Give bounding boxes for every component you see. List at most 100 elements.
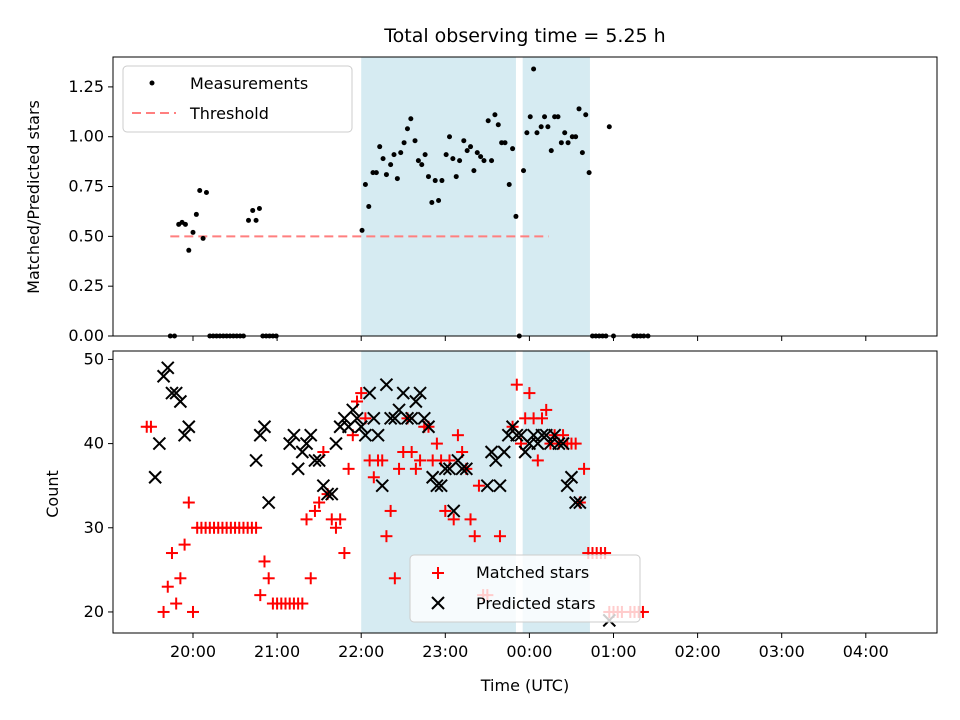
count-legend-box — [409, 554, 641, 623]
measurement-point — [419, 162, 425, 168]
predicted-star-point — [379, 377, 394, 392]
predicted-star-point — [304, 428, 318, 442]
x-tick-label: 03:00 — [759, 642, 805, 661]
count-y-axis-label: Count — [43, 470, 62, 518]
matched-star-point — [464, 513, 477, 526]
predicted-star-point — [329, 436, 343, 451]
measurement-point — [432, 178, 438, 184]
matched-star-point — [380, 530, 393, 543]
measurement-point — [576, 106, 582, 112]
x-tick-label: 04:00 — [843, 642, 889, 661]
observing-band — [361, 57, 516, 336]
matched-star-point — [296, 597, 309, 610]
matched-star-point — [510, 378, 523, 391]
x-tick-label: 21:00 — [254, 642, 300, 661]
measurement-point — [506, 182, 512, 188]
predicted-star-point — [556, 436, 570, 451]
matched-star-point — [170, 597, 183, 610]
measurement-point — [548, 148, 554, 154]
predicted-star-point — [455, 462, 469, 476]
measurement-point — [190, 229, 196, 235]
predicted-star-point — [493, 478, 507, 493]
measurement-point — [362, 182, 368, 188]
measurement-point — [457, 158, 463, 164]
predicted-star-point — [375, 478, 389, 493]
predicted-star-point — [350, 411, 364, 426]
matched-star-point — [376, 454, 389, 467]
measurement-point — [573, 134, 579, 140]
y-tick-label: 1.25 — [68, 77, 104, 96]
predicted-star-point — [362, 386, 377, 400]
measurement-point — [513, 213, 519, 219]
matched-star-point — [493, 530, 506, 543]
matched-star-point — [165, 547, 178, 560]
matched-star-point — [254, 589, 267, 602]
measurement-point — [531, 66, 537, 72]
predicted-star-point — [169, 386, 183, 400]
predicted-star-point — [320, 487, 335, 501]
measurement-point — [502, 140, 508, 146]
matched-star-point — [355, 387, 368, 400]
predicted-star-point — [552, 436, 566, 451]
measurement-point — [586, 170, 592, 176]
measurement-point — [481, 158, 487, 164]
matched-star-point — [405, 446, 418, 459]
measurement-point — [565, 140, 571, 146]
predicted-star-point — [421, 420, 436, 434]
x-tick-label: 22:00 — [338, 642, 384, 661]
matched-star-point — [187, 605, 199, 618]
measurement-point — [401, 140, 407, 146]
matched-star-point — [430, 437, 443, 450]
measurement-point — [383, 172, 389, 178]
ratio-legend-box — [122, 65, 353, 133]
measurement-point — [450, 156, 456, 162]
x-tick-label: 20:00 — [170, 642, 216, 661]
matched-star-point — [439, 504, 452, 517]
measurement-point — [555, 114, 561, 120]
matched-star-point — [578, 462, 591, 475]
measurement-point — [534, 130, 540, 136]
matched-star-point — [393, 462, 406, 475]
count-y-axis-ticks: 20 30 40 50 — [84, 349, 113, 621]
measurement-point — [447, 134, 453, 140]
measurement-point — [250, 207, 256, 213]
measurement-point — [558, 140, 564, 146]
measurement-point — [524, 130, 530, 136]
legend-matched-label: Matched stars — [476, 563, 589, 582]
matched-star-point — [451, 429, 464, 442]
measurement-point — [359, 227, 365, 233]
measurement-point — [562, 130, 568, 136]
measurement-point — [246, 217, 252, 223]
predicted-star-point — [257, 420, 272, 434]
predicted-star-point — [568, 495, 583, 510]
measurement-point — [443, 152, 449, 158]
measurement-point — [366, 203, 372, 209]
measurement-point — [256, 205, 262, 211]
count-axes-frame — [112, 350, 938, 634]
predicted-star-point — [434, 478, 448, 493]
measurement-point — [436, 197, 442, 203]
measurement-point — [489, 158, 495, 164]
measurement-point — [542, 114, 548, 120]
matched-star-point — [523, 387, 536, 400]
measurement-point — [388, 162, 394, 168]
matched-star-point — [367, 471, 380, 484]
predicted-star-point — [261, 495, 276, 510]
measurement-point — [538, 124, 544, 130]
measurement-point — [186, 247, 192, 253]
predicted-star-point — [308, 453, 322, 468]
predicted-star-point — [438, 462, 453, 476]
matched-star-point — [472, 479, 485, 492]
count-legend: Matched stars Predicted stars — [409, 554, 641, 623]
ratio-legend: Measurements Threshold — [122, 65, 353, 133]
x-tick-label: 02:00 — [675, 642, 721, 661]
predicted-star-point — [299, 436, 314, 451]
predicted-star-point — [371, 428, 385, 442]
measurement-point — [545, 124, 551, 130]
predicted-star-point — [560, 478, 574, 493]
predicted-star-point — [497, 445, 511, 459]
matched-star-point — [447, 513, 460, 526]
measurement-point — [391, 152, 397, 158]
predicted-star-point — [295, 445, 310, 459]
predicted-star-point — [396, 386, 410, 400]
